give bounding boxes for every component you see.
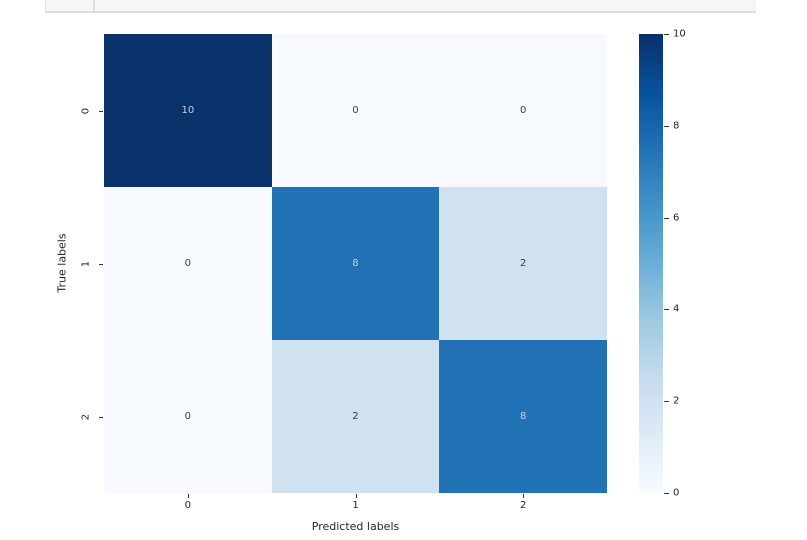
cell-value: 0 [184, 411, 192, 422]
x-tick-label: 2 [519, 500, 527, 511]
y-tick-label: 2 [80, 413, 92, 420]
y-tick-mark [99, 416, 103, 418]
cell-value: 0 [519, 105, 527, 116]
colorbar-tick-label: 8 [673, 120, 680, 132]
colorbar-tick-mark [664, 493, 669, 494]
y-axis-label: True labels [55, 233, 69, 293]
x-tick-label: 1 [352, 500, 359, 511]
heatmap-cell-r2c1: 2 [271, 340, 440, 493]
y-tick-mark [99, 263, 103, 265]
heatmap-cell-r1c1: 8 [271, 187, 440, 340]
heatmap-cell-r1c0: 0 [104, 187, 272, 340]
colorbar-tick-mark [664, 125, 669, 127]
confusion-matrix-heatmap: 10 0 0 0 8 2 0 2 8 [104, 34, 607, 493]
colorbar-tick-label: 6 [673, 212, 680, 224]
x-tick-mark [355, 494, 357, 498]
x-tick-mark [523, 494, 525, 498]
colorbar-tick-label: 10 [673, 28, 686, 40]
colorbar-tick-mark [664, 34, 669, 35]
cell-value: 0 [352, 105, 359, 116]
heatmap-cell-r0c0: 10 [104, 34, 272, 187]
toolbar-divider [93, 0, 95, 11]
x-tick-mark [187, 494, 189, 498]
colorbar-tick-label: 4 [673, 303, 680, 315]
heatmap-cell-r0c1: 0 [271, 34, 440, 187]
heatmap-cell-r2c2: 8 [439, 340, 607, 493]
notebook-toolbar-edge [45, 0, 756, 13]
cell-value: 0 [184, 258, 192, 269]
x-tick-label: 0 [184, 500, 192, 511]
cell-value: 10 [181, 105, 195, 116]
colorbar [639, 34, 663, 493]
heatmap-cell-r2c0: 0 [104, 340, 272, 493]
y-tick-label: 1 [80, 260, 92, 267]
y-tick-mark [99, 110, 103, 112]
colorbar-tick-mark [664, 401, 669, 403]
x-axis-label: Predicted labels [311, 520, 400, 533]
colorbar-tick-mark [664, 309, 669, 311]
heatmap-cell-r1c2: 2 [439, 187, 607, 340]
cell-value: 8 [352, 258, 359, 269]
colorbar-tick-label: 0 [673, 487, 680, 499]
cell-value: 8 [519, 411, 527, 422]
cell-value: 2 [519, 258, 527, 269]
y-tick-label: 0 [80, 107, 92, 114]
colorbar-tick-label: 2 [673, 395, 680, 407]
colorbar-tick-mark [664, 217, 669, 219]
cell-value: 2 [352, 411, 359, 422]
heatmap-cell-r0c2: 0 [439, 34, 607, 187]
